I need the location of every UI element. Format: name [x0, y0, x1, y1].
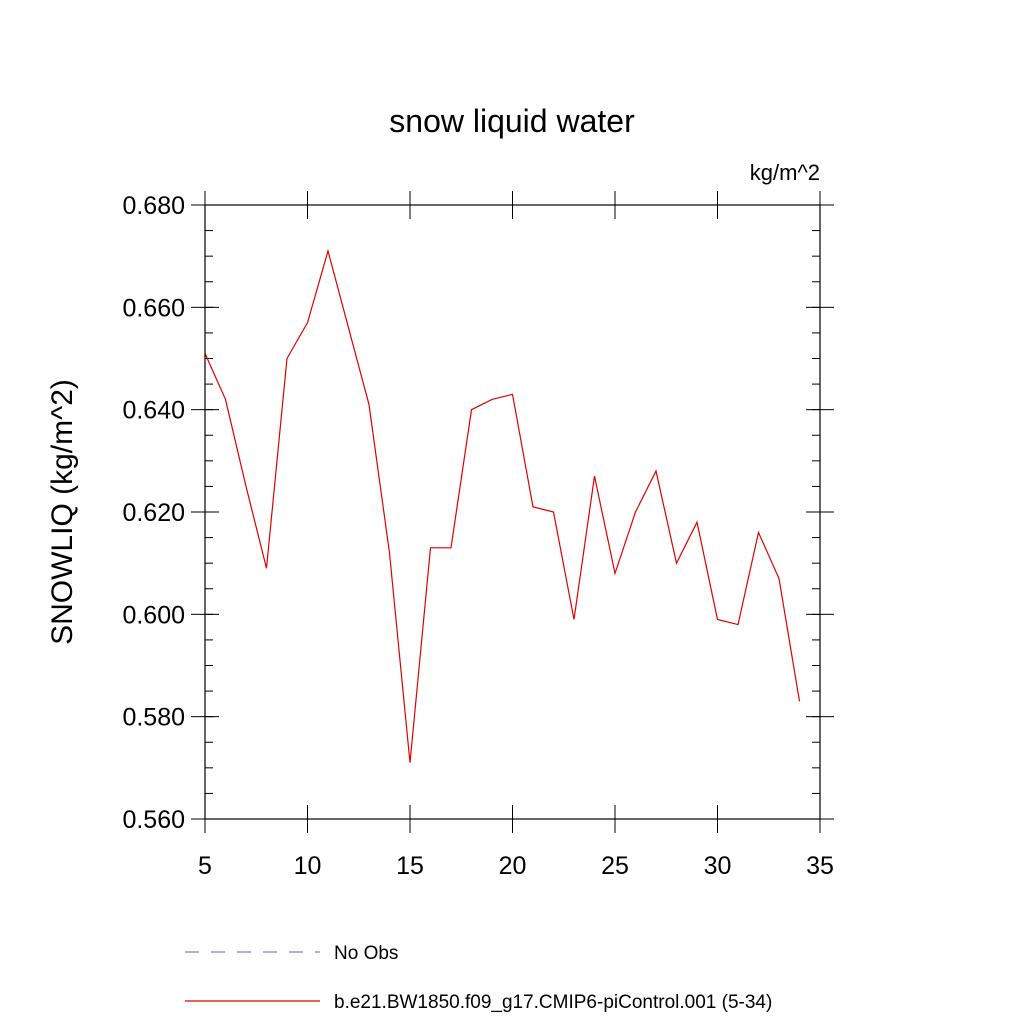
x-tick-label: 35: [806, 852, 834, 880]
y-tick-label: 0.580: [122, 704, 185, 732]
x-tick-label: 10: [294, 852, 322, 880]
units-label: kg/m^2: [750, 160, 820, 185]
plot-series: [204, 248, 801, 763]
legend-label: b.e21.BW1850.f09_g17.CMIP6-piControl.001…: [334, 992, 772, 1013]
legend: No Obs b.e21.BW1850.f09_g17.CMIP6-piContr…: [185, 943, 772, 1013]
x-tick-label: 5: [198, 852, 212, 880]
y-tick-label: 0.660: [122, 294, 185, 322]
y-tick-label: 0.560: [122, 806, 185, 834]
y-tick-label: 0.680: [122, 192, 185, 220]
y-axis-ticks: 0.560 0.580 0.600 0.620 0.640 0.660 0.680: [122, 192, 834, 834]
y-tick-label: 0.600: [122, 601, 185, 629]
series-line: [204, 248, 801, 763]
x-tick-label: 15: [396, 852, 424, 880]
x-tick-label: 25: [601, 852, 629, 880]
x-tick-label: 20: [499, 852, 527, 880]
plot-frame: [204, 204, 821, 820]
x-axis-ticks: 5 10 15 20 25 30 35: [198, 191, 834, 880]
y-axis-label: SNOWLIQ (kg/m^2): [46, 379, 79, 645]
y-tick-label: 0.620: [122, 499, 185, 527]
legend-label: No Obs: [334, 943, 398, 964]
chart-title: snow liquid water: [389, 103, 635, 139]
x-tick-label: 30: [704, 852, 732, 880]
y-tick-label: 0.640: [122, 397, 185, 425]
